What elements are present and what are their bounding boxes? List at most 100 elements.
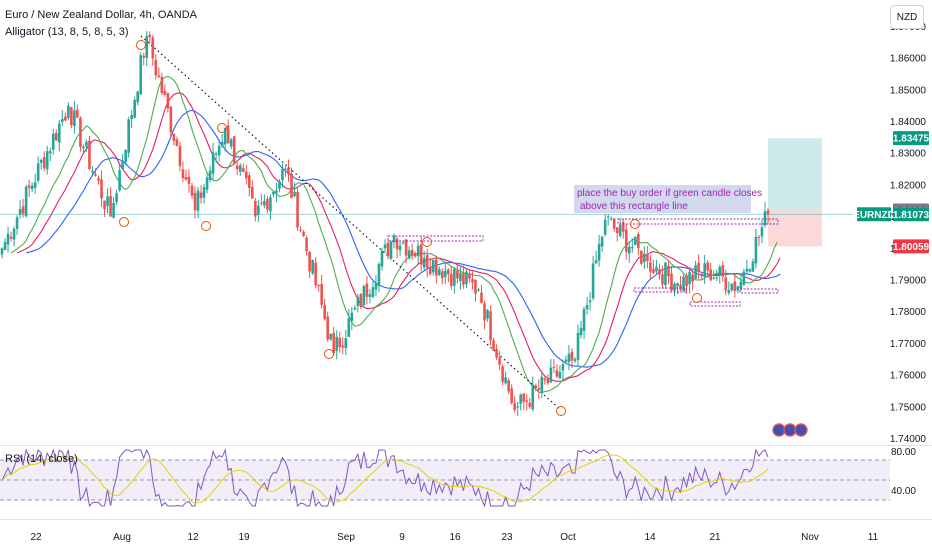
candle-body [585, 304, 589, 310]
candle-body [61, 118, 64, 122]
time-tick-label: 22 [30, 532, 42, 543]
candle-body [338, 337, 342, 348]
candle-body [624, 229, 628, 252]
candle-body [685, 275, 688, 287]
candle-body [45, 151, 49, 170]
candle-body [118, 170, 121, 191]
candle-body [486, 309, 489, 319]
target-price-badge-bg [893, 131, 929, 146]
candle-body [386, 242, 390, 257]
candle-body [739, 281, 743, 289]
candle-body [501, 366, 504, 382]
candle-body [754, 236, 758, 264]
stop-price-badge-bg [893, 239, 929, 254]
candle-body [356, 296, 360, 306]
candle-body [281, 169, 284, 180]
candle-body [612, 218, 616, 229]
candle-body [15, 217, 19, 229]
candle-body [323, 304, 326, 320]
candle-body [679, 284, 682, 290]
candle-body [290, 173, 293, 198]
candle-body [251, 186, 254, 199]
time-tick-label: Aug [113, 532, 131, 543]
candle-body [576, 332, 580, 360]
candle-body [0, 248, 4, 255]
candle-body [468, 273, 471, 279]
candle-body [305, 237, 308, 251]
candle-body [335, 336, 339, 352]
candle-body [30, 185, 34, 190]
candle-body [703, 263, 706, 278]
candle-body [573, 359, 577, 361]
candle-body [175, 139, 179, 147]
candle-body [410, 249, 414, 256]
candle-body [302, 231, 305, 236]
candle-body [712, 277, 716, 279]
annotation-text: above this rectangle line [580, 201, 688, 212]
candle-body [477, 289, 480, 291]
event-icon [794, 423, 808, 437]
candle-body [329, 333, 333, 340]
candle-body [127, 119, 130, 153]
price-tick-label: 1.78000 [890, 307, 927, 318]
candle-body [667, 265, 670, 277]
candle-body [718, 266, 722, 275]
candle-body [646, 254, 649, 261]
rsi-tick-label: 40.00 [891, 486, 916, 497]
candle-body [700, 274, 703, 276]
candle-body [287, 167, 290, 175]
candle-body [148, 34, 152, 38]
rsi-label: RSI (14, close) [5, 453, 78, 465]
candle-body [371, 287, 375, 297]
candle-body [39, 160, 43, 163]
candle-body [326, 316, 330, 340]
candle-body [404, 239, 408, 256]
candle-body [522, 393, 526, 402]
candle-body [223, 127, 227, 145]
candle-body [365, 283, 369, 297]
candle-body [217, 145, 221, 156]
candle-body [525, 400, 529, 402]
candle-body [320, 283, 323, 305]
currency-button[interactable]: NZD [890, 5, 924, 29]
candle-body [214, 153, 218, 155]
candle-body [88, 140, 91, 170]
candle-body [42, 157, 46, 169]
candle-body [480, 292, 483, 304]
candle-body [70, 107, 73, 125]
candle-body [630, 247, 634, 249]
stop-price-badge: 1.80059 [893, 242, 930, 253]
candle-body [763, 211, 767, 226]
candle-body [226, 125, 230, 144]
candle-body [157, 75, 161, 77]
candle-body [64, 116, 67, 121]
candle-body [275, 190, 278, 193]
candle-body [347, 318, 351, 337]
candle-body [112, 202, 115, 218]
candle-body [220, 142, 224, 147]
swing-marker [692, 293, 702, 303]
candle-body [18, 209, 22, 215]
candle-body [172, 133, 176, 141]
annotation-box [574, 185, 751, 213]
candle-body [94, 174, 97, 176]
candle-body [3, 242, 7, 251]
candle-body [434, 259, 438, 276]
candle-body [54, 133, 58, 141]
candle-body [199, 192, 203, 199]
candle-body [374, 282, 378, 290]
candle-body [91, 171, 94, 173]
candle-body [688, 272, 691, 285]
candle-body [462, 273, 465, 285]
candle-body [103, 200, 106, 210]
rsi-line [1, 448, 769, 508]
candle-body [142, 55, 146, 58]
candle-body [257, 205, 260, 215]
candle-body [341, 345, 345, 348]
candle-body [263, 200, 266, 206]
candle-body [244, 171, 248, 179]
candle-body [516, 406, 519, 408]
swing-marker [630, 219, 640, 229]
candle-body [637, 233, 640, 249]
